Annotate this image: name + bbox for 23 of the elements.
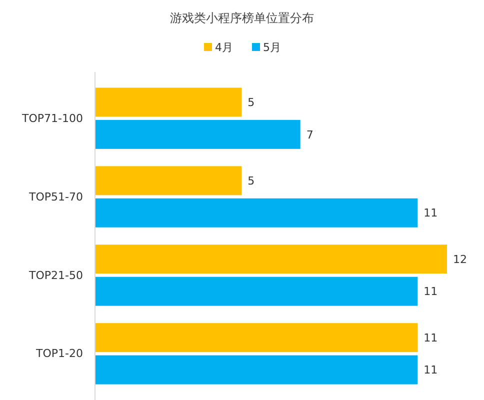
bar <box>95 120 300 149</box>
bar <box>95 355 418 384</box>
data-label: 11 <box>424 331 438 344</box>
legend-label: 5月 <box>263 40 281 54</box>
data-label: 11 <box>424 364 438 377</box>
chart-title: 游戏类小程序榜单位置分布 <box>170 11 314 25</box>
data-label: 11 <box>424 285 438 298</box>
data-label: 5 <box>248 96 255 110</box>
data-label: 7 <box>306 128 314 142</box>
bar <box>95 198 418 228</box>
data-label: 12 <box>453 252 467 266</box>
bar <box>95 244 447 274</box>
y-tick-label: TOP71-100 <box>21 112 83 125</box>
y-tick-label: TOP51-70 <box>28 190 83 204</box>
bar <box>95 88 242 117</box>
bar <box>95 323 418 352</box>
y-tick-label: TOP1-20 <box>35 347 83 360</box>
y-tick-label: TOP21-50 <box>28 268 83 282</box>
data-label: 11 <box>424 206 438 220</box>
data-label: 5 <box>248 174 255 188</box>
legend-label: 4月 <box>215 40 233 54</box>
bar <box>95 276 418 306</box>
bar <box>95 166 242 196</box>
